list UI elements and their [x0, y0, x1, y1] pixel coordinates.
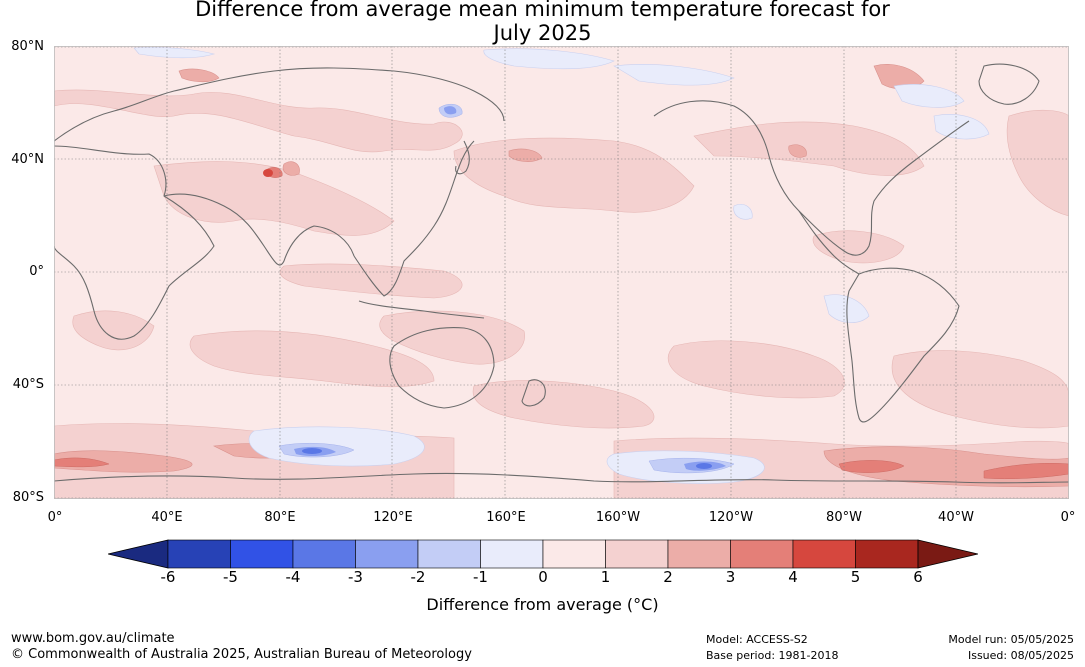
- graticule: [54, 46, 1069, 499]
- lat-label-40n: 40°N: [11, 152, 44, 167]
- lon-label-0-left: 0°: [47, 510, 63, 525]
- colorbar-tick-label: 0: [538, 568, 548, 586]
- colorbar-segment: [417, 539, 481, 569]
- footer-base-period: Base period: 1981-2018: [706, 649, 839, 662]
- map-canvas: [54, 46, 1069, 499]
- map-frame: [54, 46, 1069, 499]
- colorbar-segment: [230, 539, 294, 569]
- lon-label-80e: 80°E: [264, 510, 296, 525]
- footer-url[interactable]: www.bom.gov.au/climate: [11, 631, 175, 646]
- lon-label-160w: 160°W: [595, 510, 641, 525]
- colorbar-tick-label: 5: [850, 568, 861, 586]
- title-line-2: July 2025: [493, 21, 592, 45]
- anomaly-1-2-regions: [54, 89, 1069, 499]
- lat-label-40s: 40°S: [12, 377, 44, 392]
- colorbar-tick-label: 3: [725, 568, 736, 586]
- coastlines: [54, 63, 1069, 484]
- lat-label-80n: 80°N: [11, 39, 44, 54]
- colorbar-segment: [855, 539, 919, 569]
- chart-title: Difference from average mean minimum tem…: [0, 0, 1085, 45]
- lon-label-40e: 40°E: [151, 510, 183, 525]
- lon-label-0-right: 0°: [1060, 510, 1076, 525]
- lon-label-120w: 120°W: [708, 510, 754, 525]
- lon-label-80w: 80°W: [826, 510, 862, 525]
- colorbar-segment: [792, 539, 856, 569]
- colorbar-tick-label: -5: [223, 568, 238, 586]
- colorbar-arrow-high: [917, 539, 979, 569]
- colorbar-segment: [355, 539, 419, 569]
- anomaly-neg4-neg3-regions: [302, 448, 712, 469]
- colorbar-tick-label: -2: [410, 568, 426, 586]
- colorbar: [107, 539, 979, 569]
- colorbar-segment: [542, 539, 606, 569]
- colorbar-tick-label: -1: [473, 568, 488, 586]
- colorbar-svg: [107, 539, 979, 569]
- lon-label-120e: 120°E: [373, 510, 413, 525]
- colorbar-segment: [730, 539, 794, 569]
- colorbar-tick-label: 2: [663, 568, 673, 586]
- colorbar-tick-label: -3: [348, 568, 363, 586]
- lat-label-80s: 80°S: [12, 490, 44, 505]
- colorbar-tick-label: 4: [788, 568, 798, 586]
- colorbar-segment: [605, 539, 669, 569]
- footer-issued: Issued: 08/05/2025: [967, 649, 1074, 662]
- colorbar-segment: [480, 539, 544, 569]
- lon-label-40w: 40°W: [938, 510, 974, 525]
- forecast-map: [54, 46, 1069, 499]
- colorbar-tick-label: -6: [160, 568, 176, 586]
- footer-model: Model: ACCESS-S2: [706, 633, 808, 646]
- colorbar-arrow-low: [107, 539, 169, 569]
- colorbar-tick-label: 6: [913, 568, 923, 586]
- lat-label-0: 0°: [29, 264, 44, 279]
- colorbar-tick-label: -4: [285, 568, 301, 586]
- anomaly-3-4-regions: [54, 167, 1069, 480]
- lon-label-160e: 160°E: [486, 510, 526, 525]
- footer-model-run: Model run: 05/05/2025: [948, 633, 1074, 646]
- footer-copyright: © Commonwealth of Australia 2025, Austra…: [11, 647, 472, 662]
- colorbar-tick-label: 1: [600, 568, 611, 586]
- anomaly-4-5-regions: [263, 169, 273, 177]
- colorbar-segment: [167, 539, 231, 569]
- colorbar-segment: [292, 539, 356, 569]
- title-line-1: Difference from average mean minimum tem…: [195, 0, 890, 21]
- colorbar-segment: [667, 539, 731, 569]
- colorbar-label: Difference from average (°C): [426, 595, 659, 614]
